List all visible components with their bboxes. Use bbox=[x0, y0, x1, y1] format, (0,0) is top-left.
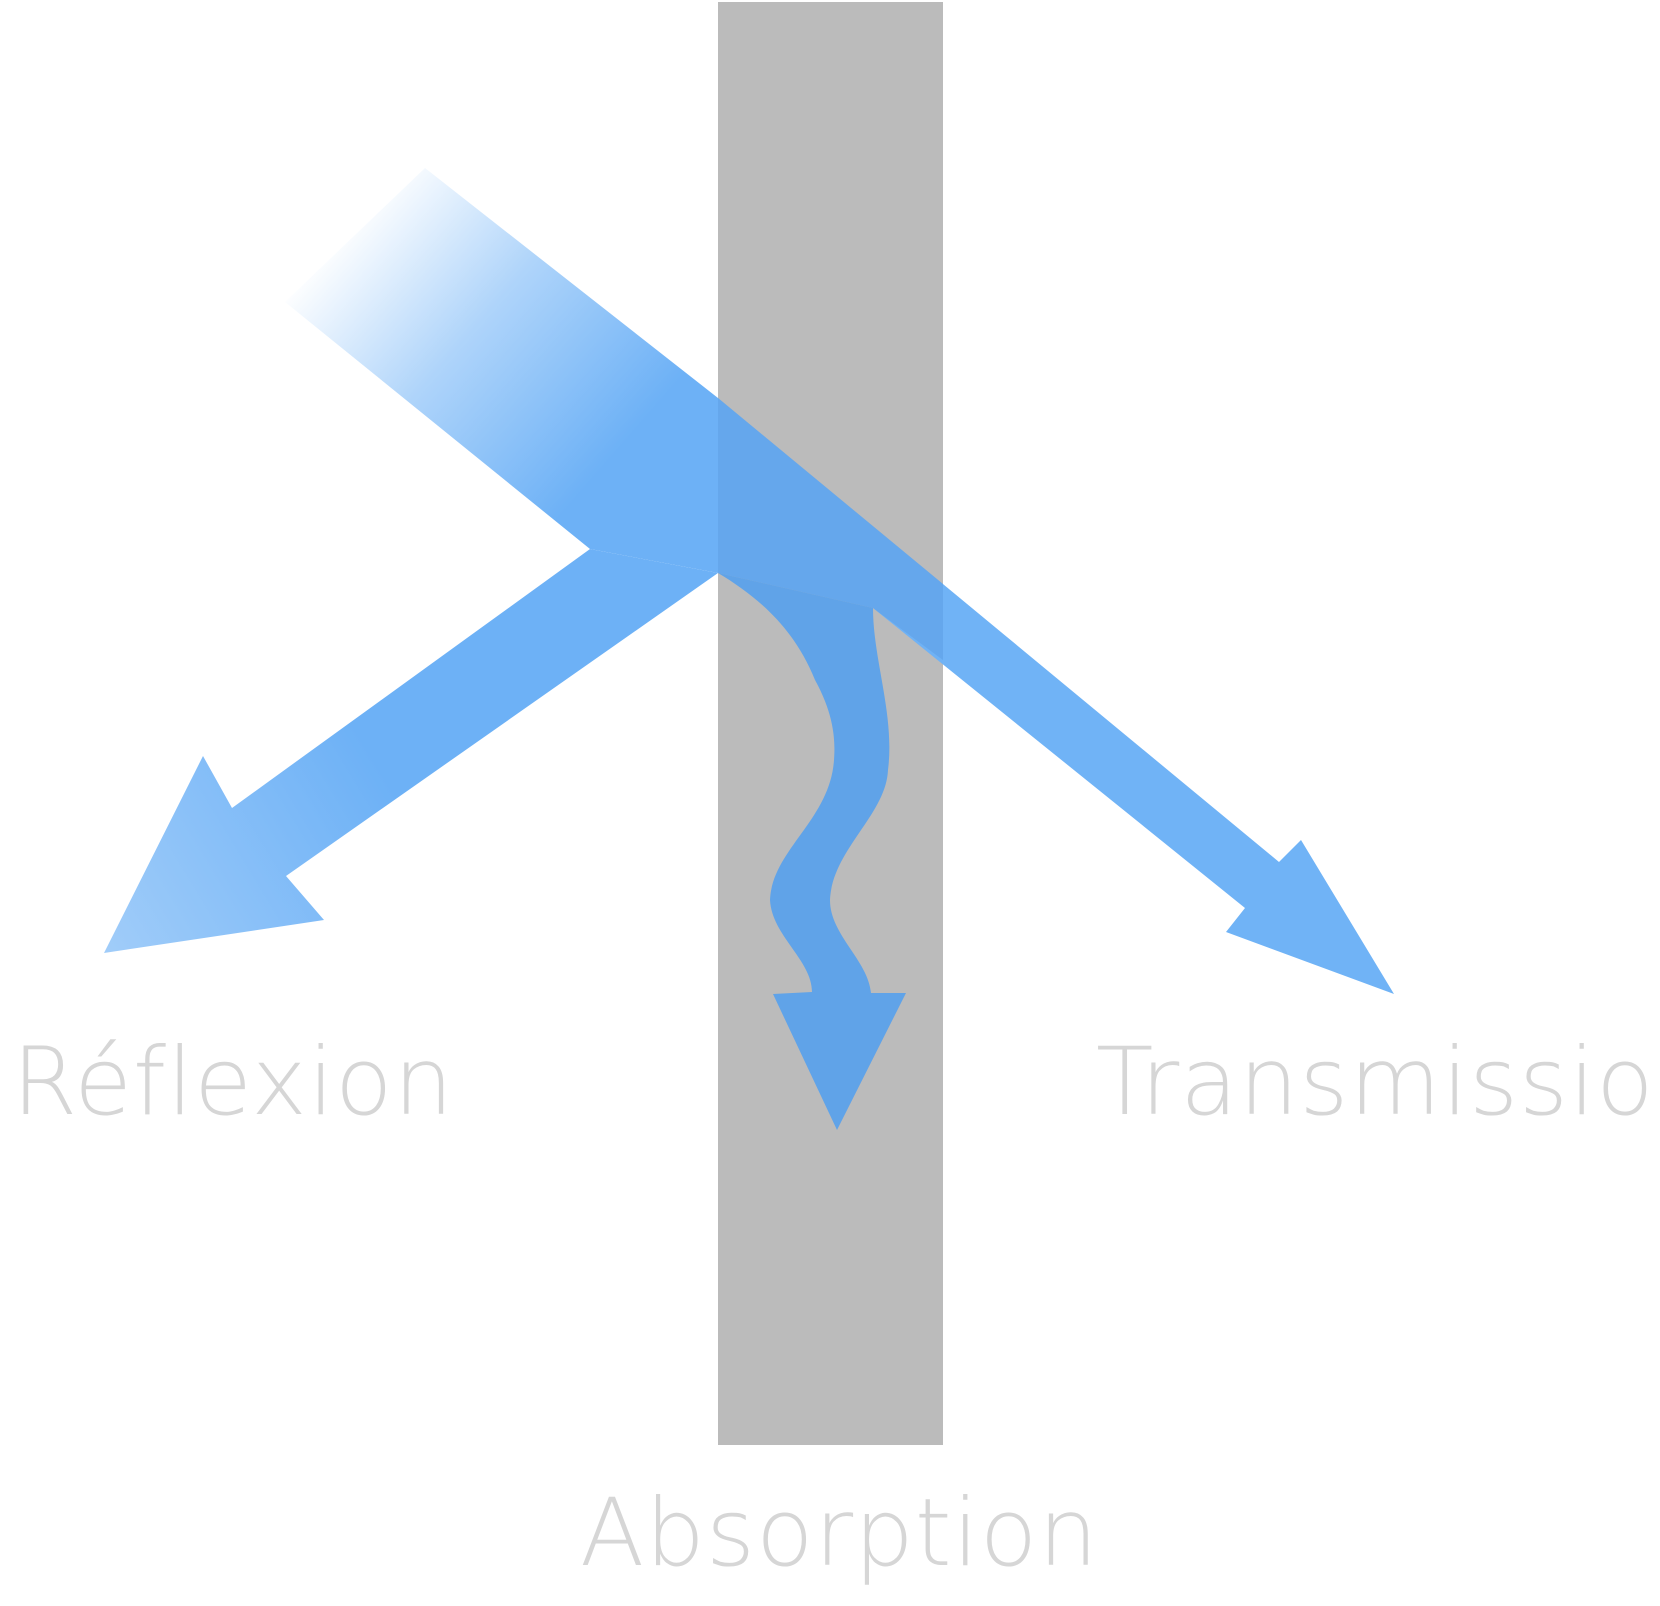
material-slab bbox=[718, 2, 943, 1445]
absorption-arrow bbox=[718, 573, 906, 1130]
reflexion-label: Réflexion bbox=[12, 1028, 455, 1137]
incident-beam bbox=[285, 168, 718, 573]
slab-overlap-tint bbox=[718, 398, 943, 660]
absorption-label: Absorption bbox=[580, 1479, 1099, 1588]
reflection-arrow bbox=[104, 549, 718, 953]
transmission-label: Transmission bbox=[1096, 1028, 1660, 1137]
